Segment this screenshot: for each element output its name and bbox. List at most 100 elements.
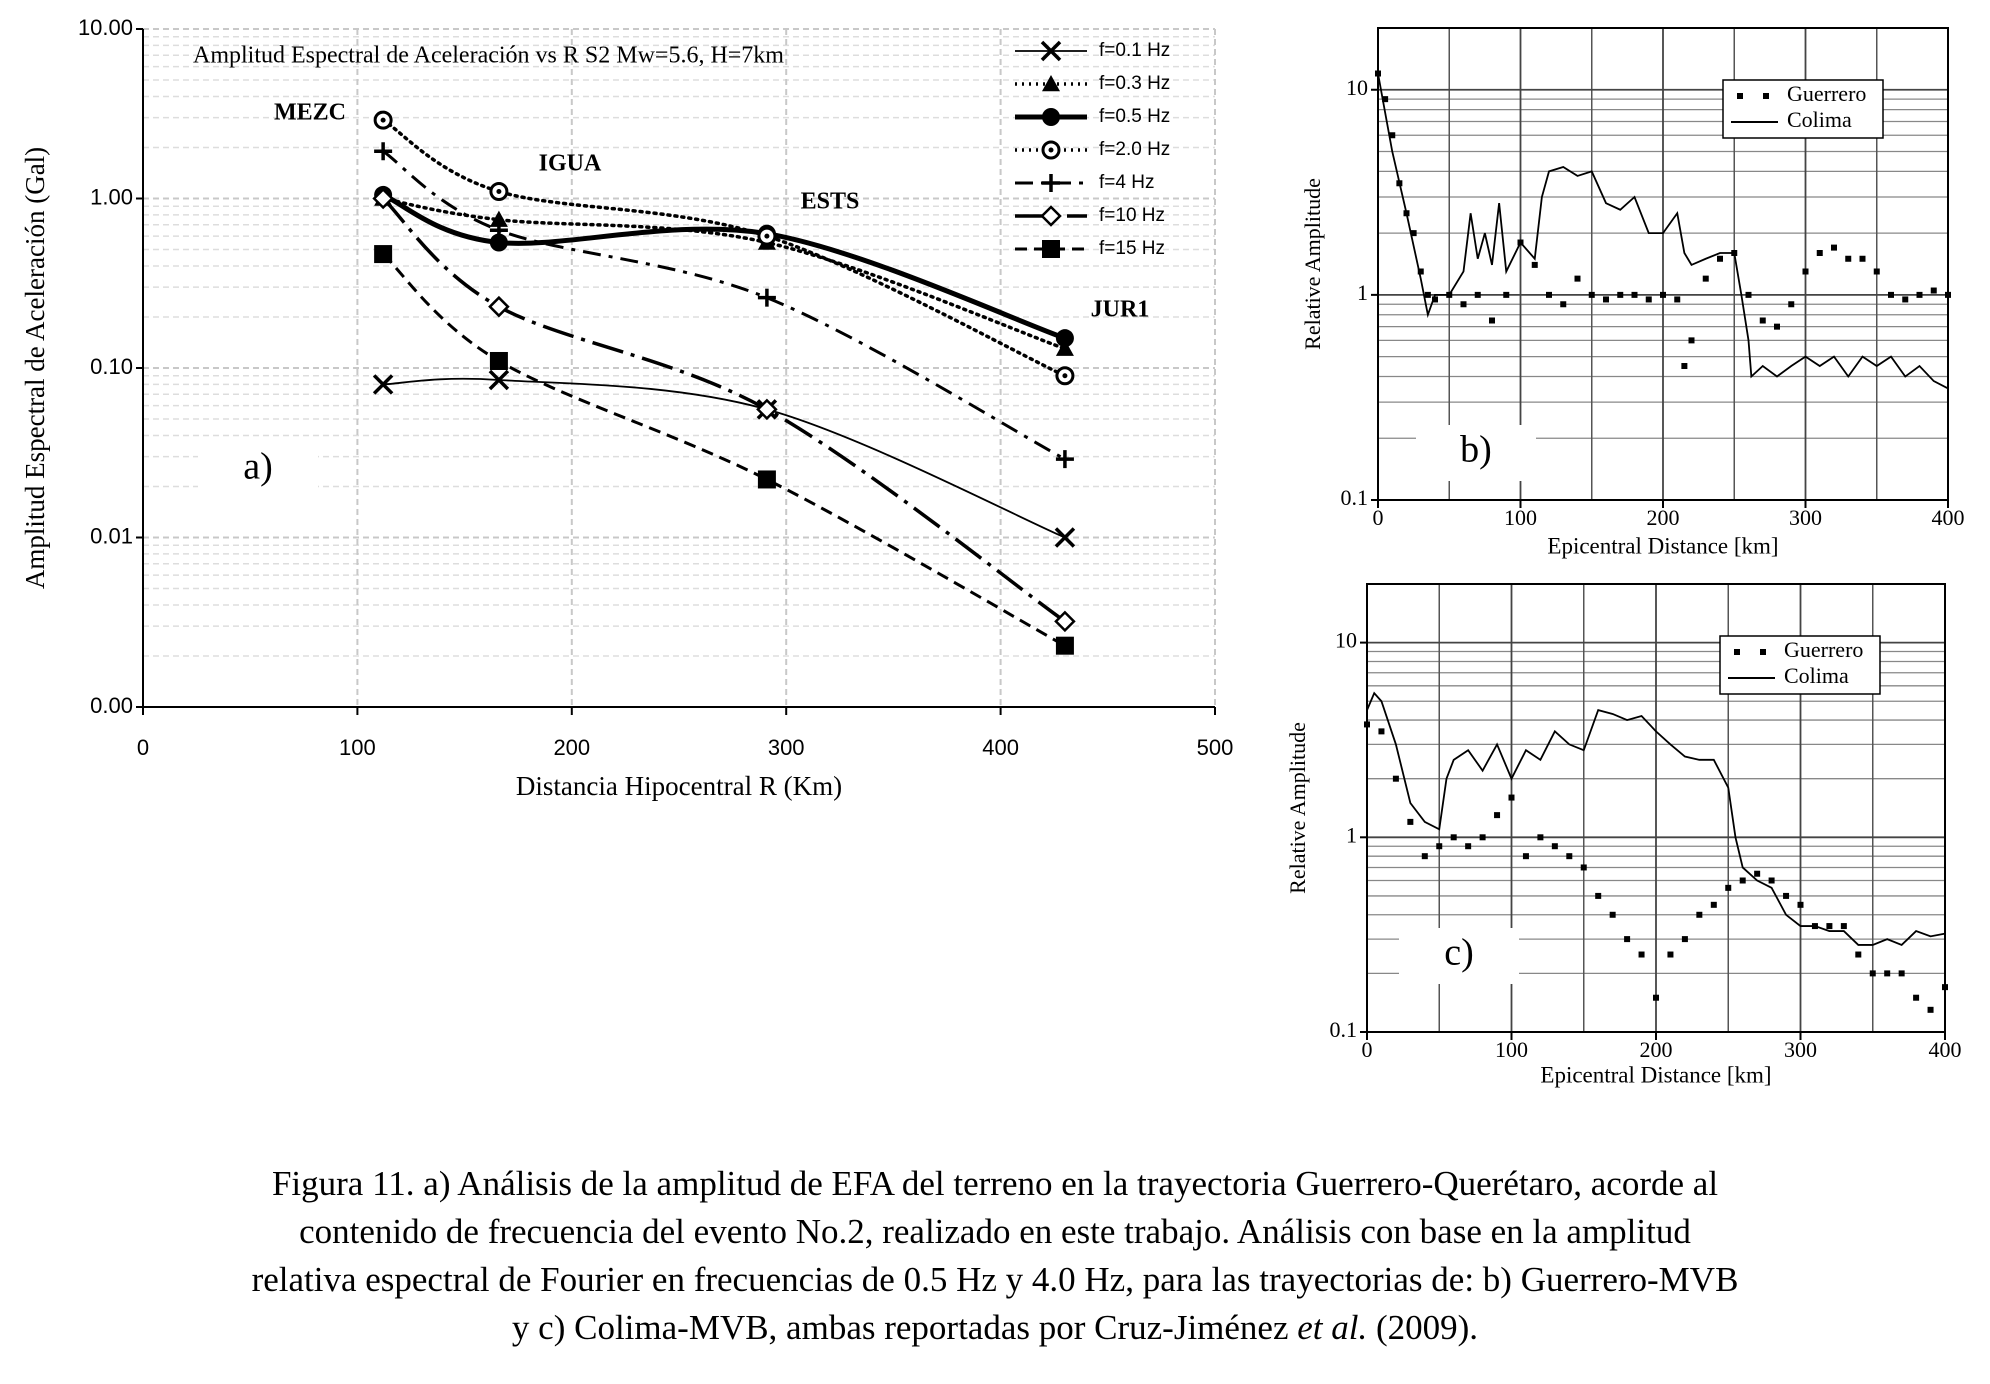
data-dot: [1754, 870, 1761, 877]
x-tick-label: 300: [1789, 505, 1822, 530]
legend-label: f=10 Hz: [1099, 205, 1165, 226]
marker-shape: [757, 470, 776, 489]
marker-shape: [1055, 636, 1074, 655]
series-line: [381, 118, 1067, 378]
station-label: MEZC: [274, 100, 346, 126]
y-tick-label: 0.1: [1330, 1017, 1358, 1042]
legend-label: f=0.3 Hz: [1099, 73, 1170, 94]
data-dot: [1631, 291, 1638, 298]
data-dot: [1382, 96, 1389, 103]
data-dot: [1531, 261, 1538, 268]
data-dot: [1603, 296, 1609, 303]
legend-box: [1722, 79, 1884, 139]
plot-frame: [1366, 583, 1946, 1033]
data-dot: [1688, 337, 1695, 344]
marker: [489, 351, 508, 370]
series-line: [381, 197, 1066, 623]
y-tick-label: 10.00: [78, 15, 133, 40]
marker: [489, 233, 508, 252]
marker-shape: [756, 398, 778, 421]
data-dot: [1522, 853, 1529, 860]
marker: [489, 221, 508, 240]
series-line: [382, 252, 1066, 647]
marker: [488, 369, 510, 391]
legend-dot: [1737, 93, 1743, 99]
data-dot: [1816, 250, 1823, 257]
marker: [373, 110, 393, 130]
marker: [756, 398, 778, 421]
marker: [1042, 240, 1060, 258]
data-dot: [1645, 296, 1652, 303]
marker-shape: [372, 187, 394, 210]
data-dot: [1702, 275, 1709, 282]
data-dot: [1840, 923, 1847, 930]
data-dot: [1537, 834, 1544, 841]
caption-italic: et al.: [1297, 1308, 1368, 1347]
data-dot: [1653, 994, 1659, 1001]
y-axis-label: Amplitud Espectral de Aceleración (Gal): [20, 147, 50, 589]
data-dot: [1859, 255, 1866, 262]
marker-shape: [489, 210, 508, 227]
legend-label: Guerrero: [1787, 81, 1866, 106]
marker: [489, 181, 509, 201]
data-dot: [1788, 301, 1795, 308]
x-tick-label: 300: [1784, 1037, 1817, 1062]
marker: [372, 187, 394, 210]
marker: [1055, 450, 1074, 469]
data-dot: [1580, 864, 1587, 871]
data-dot: [1407, 818, 1414, 825]
marker-shape: [1040, 205, 1062, 227]
data-dot: [1508, 794, 1515, 801]
data-dot: [1930, 287, 1937, 294]
x-tick-label: 400: [1932, 505, 1965, 530]
marker: [1055, 339, 1074, 356]
station-label: IGUA: [539, 151, 602, 177]
series-line: [1377, 73, 1949, 390]
data-dot: [1410, 230, 1417, 237]
data-dot: [1884, 970, 1891, 977]
legend-label: Guerrero: [1784, 637, 1863, 662]
caption-line: y c) Colima-MVB, ambas reportadas por Cr…: [0, 1304, 1990, 1352]
x-tick-label: 200: [1647, 505, 1680, 530]
chart-title: Amplitud Espectral de Aceleración vs R S…: [193, 43, 784, 69]
data-dot: [1609, 911, 1616, 918]
data-dot: [1460, 301, 1467, 308]
marker-stroke: [372, 374, 394, 395]
marker: [757, 288, 776, 307]
data-dot: [1831, 244, 1837, 251]
data-dot: [1797, 901, 1804, 908]
data-dot: [1945, 291, 1951, 298]
data-dot: [1432, 296, 1438, 303]
marker-shape: [380, 117, 386, 123]
data-dot: [1681, 936, 1688, 943]
data-dot: [1364, 721, 1370, 728]
legend-label: f=0.1 Hz: [1099, 40, 1170, 61]
data-dot: [1902, 296, 1909, 303]
data-dot: [1624, 936, 1631, 943]
data-dot: [1588, 291, 1595, 298]
data-dot: [1660, 291, 1666, 298]
legend-dot: [1734, 649, 1740, 655]
data-dot: [1494, 812, 1501, 819]
data-dot: [1667, 951, 1674, 958]
x-tick-label: 200: [1640, 1037, 1673, 1062]
marker-shape: [1054, 610, 1076, 633]
data-dot: [1551, 843, 1558, 850]
x-axis-label: Epicentral Distance [km]: [1547, 533, 1778, 558]
data-dot: [1759, 317, 1766, 324]
y-tick-label: 1: [1346, 822, 1357, 847]
data-dot: [1574, 275, 1581, 282]
x-tick-label: 400: [1929, 1037, 1962, 1062]
x-tick-label: 0: [137, 735, 149, 760]
data-dot: [1450, 834, 1457, 841]
data-dot: [1474, 291, 1481, 298]
legend-label: f=15 Hz: [1099, 238, 1165, 259]
y-tick-label: 1: [1357, 280, 1368, 305]
x-tick-label: 100: [339, 735, 376, 760]
data-dot: [1681, 363, 1688, 370]
station-label: ESTS: [801, 189, 860, 215]
y-tick-label: 10: [1335, 628, 1357, 653]
marker: [1042, 75, 1060, 92]
marker: [488, 295, 510, 318]
